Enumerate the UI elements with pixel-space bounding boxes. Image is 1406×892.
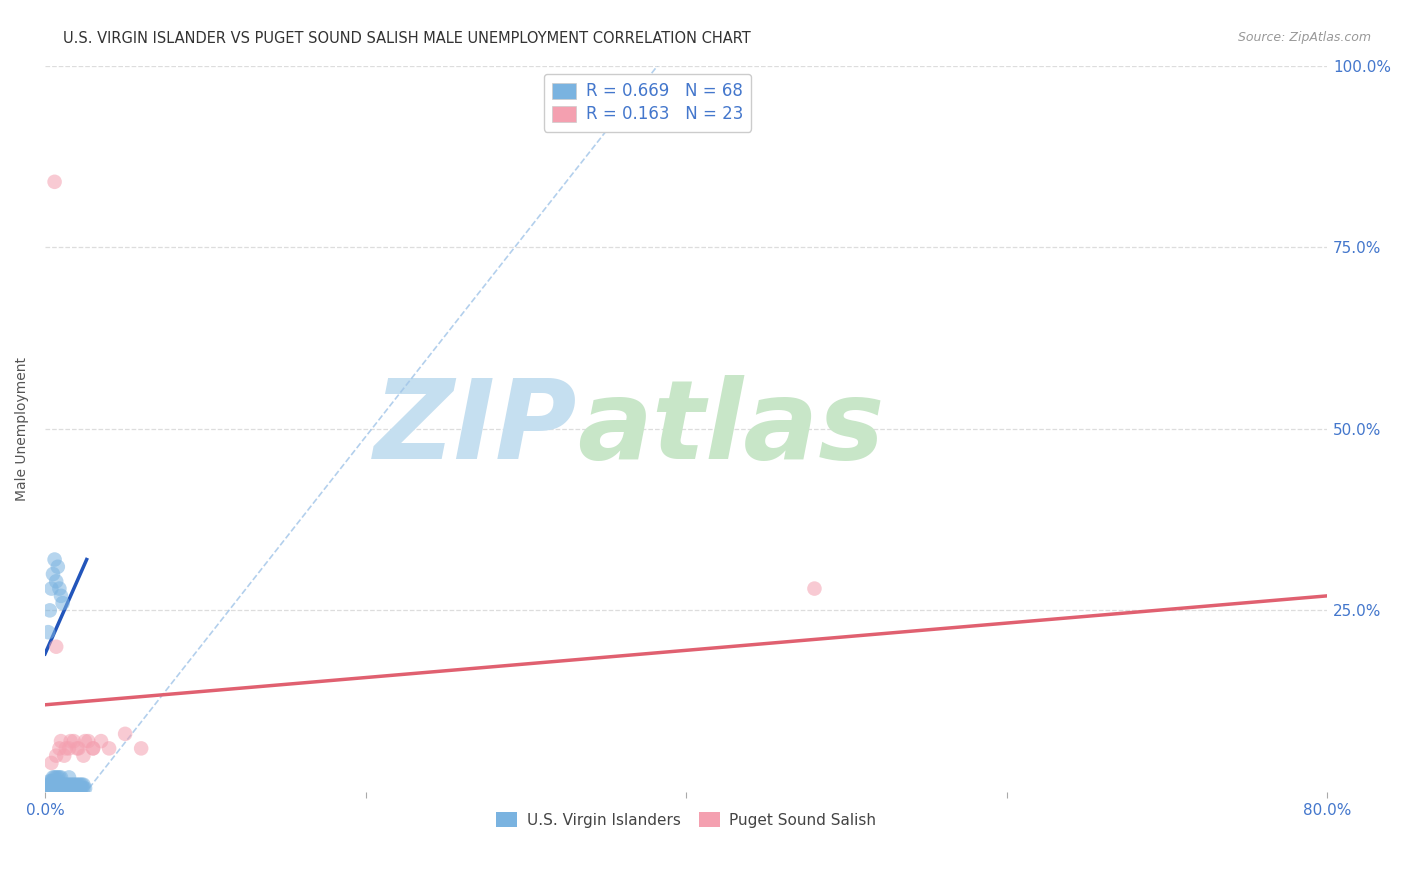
Point bbox=[48, 582, 70, 596]
Y-axis label: Male Unemployment: Male Unemployment bbox=[15, 357, 30, 500]
Text: atlas: atlas bbox=[578, 376, 884, 483]
Point bbox=[55, 778, 77, 792]
Point bbox=[42, 771, 65, 785]
Point bbox=[66, 778, 89, 792]
Point bbox=[59, 781, 82, 796]
Point bbox=[46, 778, 69, 792]
Point bbox=[66, 781, 89, 796]
Point bbox=[90, 734, 112, 748]
Point bbox=[58, 741, 80, 756]
Point bbox=[41, 774, 63, 789]
Point bbox=[41, 778, 63, 792]
Point bbox=[41, 781, 63, 796]
Point bbox=[58, 778, 80, 792]
Point bbox=[69, 781, 91, 796]
Point bbox=[38, 778, 60, 792]
Point bbox=[42, 781, 65, 796]
Point bbox=[82, 741, 104, 756]
Point bbox=[48, 778, 70, 792]
Point bbox=[55, 781, 77, 796]
Point bbox=[63, 734, 86, 748]
Point bbox=[52, 781, 75, 796]
Point bbox=[45, 748, 67, 763]
Point bbox=[46, 559, 69, 574]
Point bbox=[73, 734, 96, 748]
Point bbox=[44, 552, 66, 566]
Point bbox=[49, 734, 72, 748]
Point bbox=[69, 778, 91, 792]
Point bbox=[56, 781, 79, 796]
Point bbox=[65, 781, 87, 796]
Point bbox=[114, 727, 136, 741]
Point bbox=[72, 748, 94, 763]
Point bbox=[41, 582, 63, 596]
Point bbox=[44, 778, 66, 792]
Point bbox=[53, 778, 76, 792]
Point bbox=[48, 741, 70, 756]
Point bbox=[55, 741, 77, 756]
Text: Source: ZipAtlas.com: Source: ZipAtlas.com bbox=[1237, 31, 1371, 45]
Point bbox=[37, 778, 59, 792]
Point bbox=[70, 778, 93, 792]
Point bbox=[52, 778, 75, 792]
Point bbox=[59, 778, 82, 792]
Point bbox=[48, 771, 70, 785]
Point bbox=[45, 771, 67, 785]
Point bbox=[49, 778, 72, 792]
Point bbox=[58, 781, 80, 796]
Point bbox=[59, 734, 82, 748]
Point bbox=[77, 734, 100, 748]
Point bbox=[129, 741, 152, 756]
Point bbox=[44, 175, 66, 189]
Point bbox=[67, 741, 90, 756]
Point bbox=[46, 781, 69, 796]
Point bbox=[35, 781, 58, 796]
Point bbox=[38, 781, 60, 796]
Point bbox=[42, 567, 65, 582]
Point bbox=[41, 756, 63, 770]
Point bbox=[45, 781, 67, 796]
Point bbox=[65, 778, 87, 792]
Point bbox=[73, 781, 96, 796]
Point bbox=[44, 781, 66, 796]
Legend: U.S. Virgin Islanders, Puget Sound Salish: U.S. Virgin Islanders, Puget Sound Salis… bbox=[488, 805, 884, 835]
Point bbox=[98, 741, 121, 756]
Point bbox=[37, 625, 59, 640]
Point bbox=[67, 781, 90, 796]
Point bbox=[46, 771, 69, 785]
Point bbox=[82, 741, 104, 756]
Point bbox=[53, 781, 76, 796]
Point bbox=[42, 774, 65, 789]
Point bbox=[37, 781, 59, 796]
Point bbox=[63, 781, 86, 796]
Point bbox=[53, 748, 76, 763]
Point bbox=[66, 741, 89, 756]
Point bbox=[49, 589, 72, 603]
Point bbox=[49, 781, 72, 796]
Point bbox=[58, 771, 80, 785]
Text: U.S. VIRGIN ISLANDER VS PUGET SOUND SALISH MALE UNEMPLOYMENT CORRELATION CHART: U.S. VIRGIN ISLANDER VS PUGET SOUND SALI… bbox=[63, 31, 751, 46]
Point bbox=[60, 781, 83, 796]
Point bbox=[72, 778, 94, 792]
Point bbox=[70, 781, 93, 796]
Point bbox=[45, 640, 67, 654]
Point bbox=[52, 596, 75, 610]
Point bbox=[72, 781, 94, 796]
Point bbox=[42, 778, 65, 792]
Text: ZIP: ZIP bbox=[374, 376, 578, 483]
Point bbox=[67, 778, 90, 792]
Point bbox=[38, 603, 60, 617]
Point bbox=[38, 774, 60, 789]
Point bbox=[49, 771, 72, 785]
Point bbox=[63, 778, 86, 792]
Point bbox=[56, 778, 79, 792]
Point bbox=[48, 781, 70, 796]
Point bbox=[60, 778, 83, 792]
Point bbox=[44, 771, 66, 785]
Point bbox=[45, 574, 67, 589]
Point bbox=[45, 778, 67, 792]
Point bbox=[803, 582, 825, 596]
